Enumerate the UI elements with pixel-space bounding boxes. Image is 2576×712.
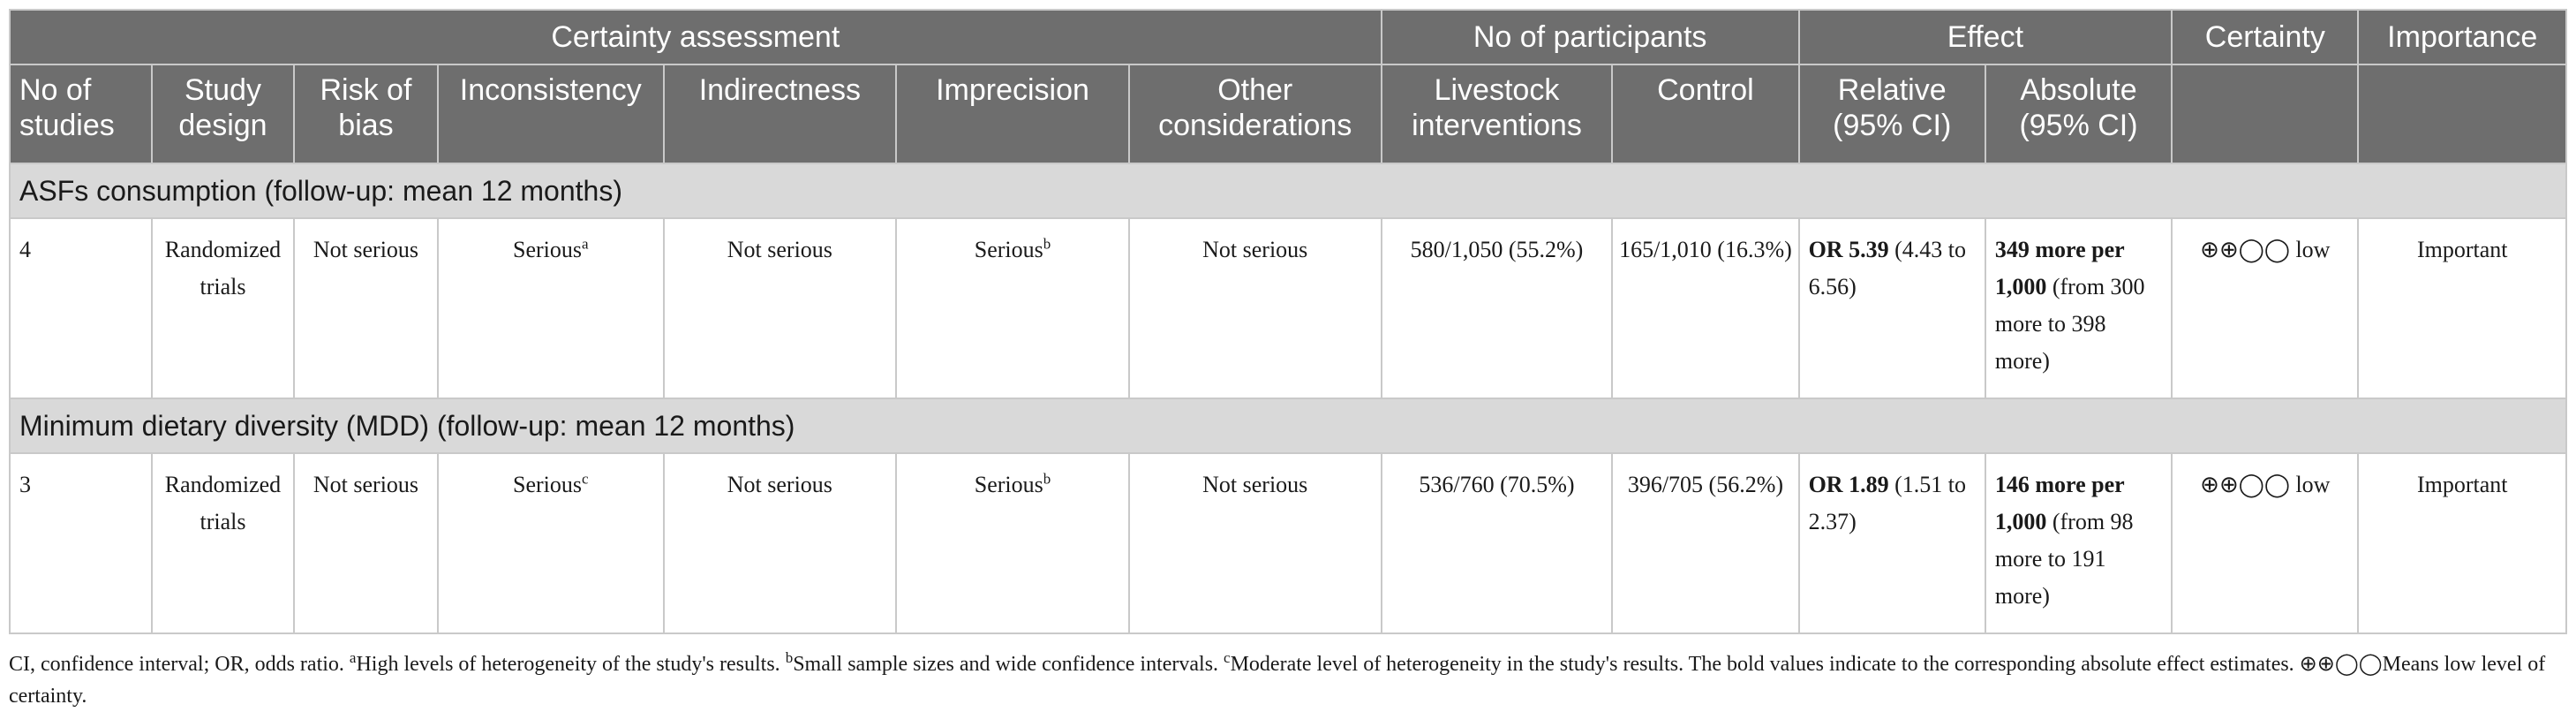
cell-certainty: ⊕⊕◯◯ low: [2171, 217, 2360, 399]
col-importance-blank: [2357, 64, 2567, 164]
header-group-row: Certainty assessment No of participants …: [9, 9, 2567, 65]
col-control: Control: [1611, 64, 1800, 164]
cell-risk: Not serious: [292, 217, 439, 399]
table-row: 3 Randomized trials Not serious Seriousc…: [9, 452, 2567, 634]
col-study-design: Study design: [150, 64, 295, 164]
footnote-marker: c: [1224, 649, 1231, 666]
cell-inconsistency-text: Serious: [512, 237, 582, 262]
grade-table-container: Certainty assessment No of participants …: [9, 9, 2567, 712]
footnote-a: High levels of heterogeneity of the stud…: [356, 653, 786, 676]
cell-indirectness: Not serious: [662, 217, 898, 399]
relative-bold: OR 5.39: [1808, 237, 1889, 262]
cell-livestock: 580/1,050 (55.2%): [1380, 217, 1614, 399]
section-row-mdd: Minimum dietary diversity (MDD) (follow-…: [9, 398, 2567, 454]
footnote-marker: c: [581, 470, 589, 488]
col-livestock-interventions: Livestock interventions: [1380, 64, 1614, 164]
footnote-marker: b: [1043, 470, 1051, 488]
cell-imprecision: Seriousb: [895, 452, 1130, 634]
section-title: ASFs consumption (follow-up: mean 12 mon…: [9, 163, 2567, 219]
col-other-considerations: Other considerations: [1127, 64, 1382, 164]
col-inconsistency: Inconsistency: [436, 64, 665, 164]
absolute-bold: 146 more per 1,000: [1994, 472, 2125, 534]
col-no-of-studies: No of studies: [9, 64, 153, 164]
footnote-marker: b: [1043, 235, 1051, 253]
col-certainty-blank: [2171, 64, 2360, 164]
header-certainty-assessment: Certainty assessment: [9, 9, 1382, 65]
header-importance: Importance: [2357, 9, 2567, 65]
grade-evidence-table: Certainty assessment No of participants …: [9, 9, 2567, 634]
col-absolute: Absolute (95% CI): [1984, 64, 2173, 164]
cell-risk: Not serious: [292, 452, 439, 634]
cell-imprecision-text: Serious: [974, 472, 1043, 497]
header-no-of-participants: No of participants: [1380, 9, 1800, 65]
cell-control: 165/1,010 (16.3%): [1611, 217, 1800, 399]
footnote-marker: a: [581, 235, 589, 253]
cell-design: Randomized trials: [150, 452, 295, 634]
cell-importance: Important: [2357, 217, 2567, 399]
footnote-b: Small sample sizes and wide confidence i…: [793, 653, 1224, 676]
cell-indirectness: Not serious: [662, 452, 898, 634]
cell-certainty: ⊕⊕◯◯ low: [2171, 452, 2360, 634]
section-title: Minimum dietary diversity (MDD) (follow-…: [9, 398, 2567, 454]
absolute-bold: 349 more per 1,000: [1994, 237, 2125, 299]
footnote-intro: CI, confidence interval; OR, odds ratio.: [9, 653, 350, 676]
cell-relative: OR 5.39 (4.43 to 6.56): [1797, 217, 1986, 399]
cell-imprecision-text: Serious: [974, 237, 1043, 262]
col-indirectness: Indirectness: [662, 64, 898, 164]
cell-importance: Important: [2357, 452, 2567, 634]
cell-imprecision: Seriousb: [895, 217, 1130, 399]
header-column-row: No of studies Study design Risk of bias …: [9, 64, 2567, 164]
col-relative: Relative (95% CI): [1797, 64, 1986, 164]
footnote-marker: a: [349, 649, 357, 666]
cell-inconsistency: Seriousa: [436, 217, 665, 399]
header-certainty: Certainty: [2171, 9, 2360, 65]
col-risk-of-bias: Risk of bias: [292, 64, 439, 164]
cell-absolute: 146 more per 1,000 (from 98 more to 191 …: [1984, 452, 2173, 634]
cell-design: Randomized trials: [150, 217, 295, 399]
header-effect: Effect: [1797, 9, 2173, 65]
cell-studies: 3: [9, 452, 153, 634]
table-footnote: CI, confidence interval; OR, odds ratio.…: [9, 648, 2567, 712]
absolute-rest: (from 98 more to 191 more): [1994, 509, 2134, 609]
col-imprecision: Imprecision: [895, 64, 1130, 164]
cell-inconsistency: Seriousc: [436, 452, 665, 634]
cell-studies: 4: [9, 217, 153, 399]
relative-rest: (1.51 to 2.37): [1808, 472, 1966, 534]
relative-rest: (4.43 to 6.56): [1808, 237, 1966, 299]
cell-relative: OR 1.89 (1.51 to 2.37): [1797, 452, 1986, 634]
absolute-rest: (from 300 more to 398 more): [1994, 274, 2145, 374]
cell-inconsistency-text: Serious: [512, 472, 582, 497]
cell-absolute: 349 more per 1,000 (from 300 more to 398…: [1984, 217, 2173, 399]
cell-control: 396/705 (56.2%): [1611, 452, 1800, 634]
relative-bold: OR 1.89: [1808, 472, 1889, 497]
table-row: 4 Randomized trials Not serious Seriousa…: [9, 217, 2567, 399]
cell-other: Not serious: [1127, 452, 1382, 634]
section-row-asfs: ASFs consumption (follow-up: mean 12 mon…: [9, 163, 2567, 219]
footnote-marker: b: [785, 649, 794, 666]
cell-livestock: 536/760 (70.5%): [1380, 452, 1614, 634]
cell-other: Not serious: [1127, 217, 1382, 399]
